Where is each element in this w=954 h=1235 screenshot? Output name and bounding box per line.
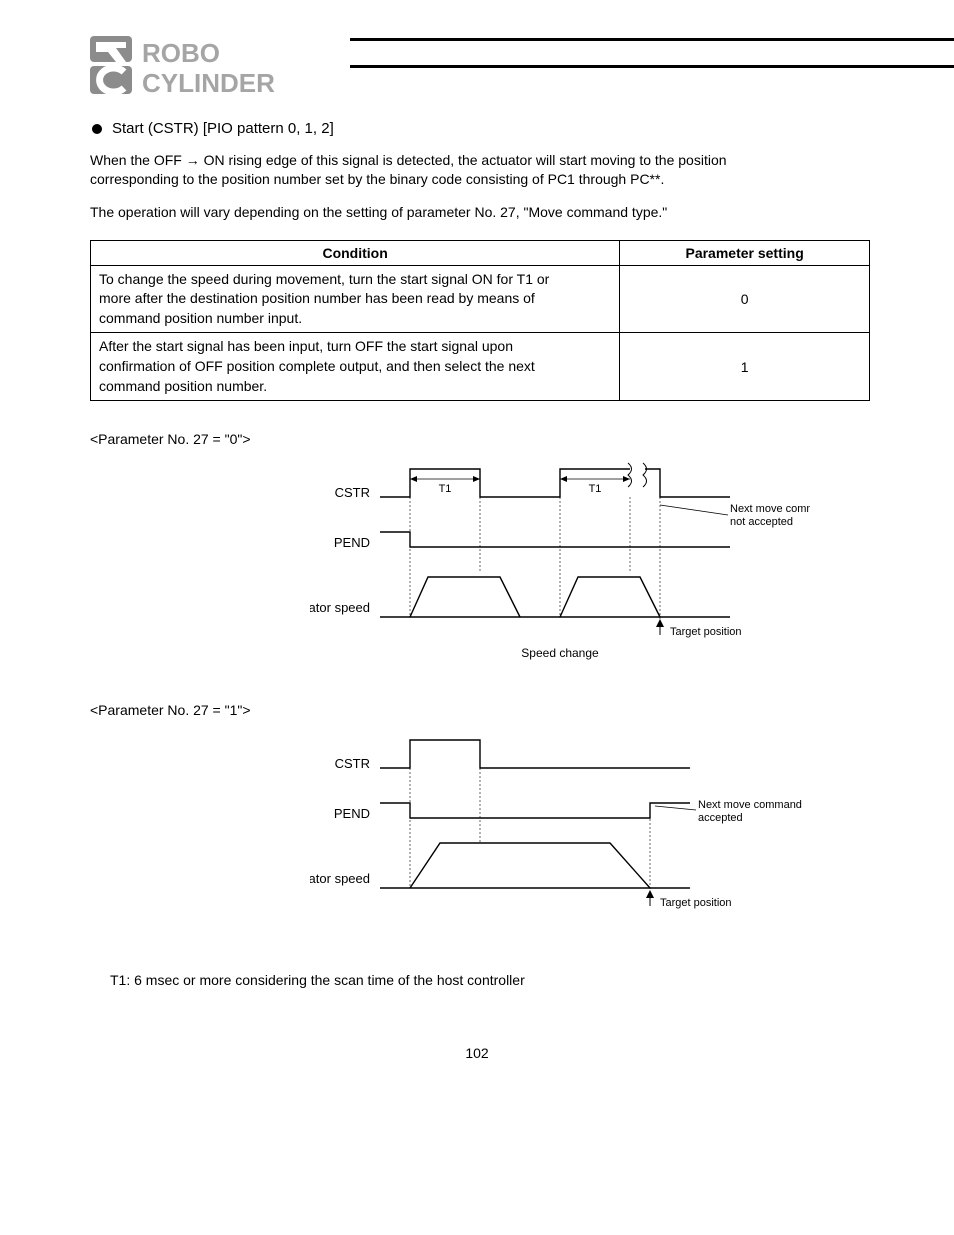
- cstr-wave: [380, 740, 690, 768]
- para1-line2: corresponding to the position number set…: [90, 171, 664, 187]
- cell-setting: 0: [620, 265, 870, 333]
- section-title: Start (CSTR) [PIO pattern 0, 1, 2]: [112, 120, 334, 137]
- cell: confirmation of OFF position complete ou…: [99, 357, 611, 377]
- speed-trap: [410, 843, 650, 888]
- svg-text:ROBO: ROBO: [142, 38, 220, 68]
- cell: After the start signal has been input, t…: [99, 337, 611, 357]
- logo-rule-lines: [350, 38, 954, 68]
- label-pend: PEND: [334, 806, 370, 821]
- target-pos-label: Target position: [670, 626, 742, 638]
- svg-text:CYLINDER: CYLINDER: [142, 68, 275, 98]
- bullet-icon: [92, 124, 102, 134]
- table-row: After the start signal has been input, t…: [91, 333, 870, 401]
- speed-change-label: Speed change: [521, 646, 599, 660]
- speed-trap-1: [410, 577, 520, 617]
- next-cmd-line2: accepted: [698, 812, 743, 824]
- logo: ROBO CYLINDER: [90, 30, 884, 100]
- paragraph-2: The operation will vary depending on the…: [90, 203, 874, 222]
- t1-label-b: T1: [589, 483, 602, 495]
- label-speed: Actuator speed: [310, 871, 370, 886]
- timing-diagram-2: CSTR PEND Actuator speed Target position…: [310, 728, 884, 963]
- case1-label: <Parameter No. 27 = "0">: [90, 431, 884, 447]
- cell: To change the speed during movement, tur…: [99, 270, 611, 290]
- paragraph-1: When the OFF → ON rising edge of this si…: [90, 151, 874, 189]
- para1-line1: When the OFF → ON rising edge of this si…: [90, 152, 727, 168]
- next-cmd-line1: Next move command: [730, 503, 810, 515]
- cell-setting: 1: [620, 333, 870, 401]
- target-pos-label: Target position: [660, 897, 732, 909]
- label-speed: Actuator speed: [310, 600, 370, 615]
- t1-note: T1: 6 msec or more considering the scan …: [110, 971, 874, 990]
- th-condition: Condition: [91, 240, 620, 265]
- page-number: 102: [70, 1045, 884, 1061]
- pend-wave: [380, 532, 730, 547]
- label-pend: PEND: [334, 535, 370, 550]
- cell: command position number input.: [99, 309, 611, 329]
- case2-label: <Parameter No. 27 = "1">: [90, 702, 884, 718]
- th-setting: Parameter setting: [620, 240, 870, 265]
- label-cstr: CSTR: [335, 485, 370, 500]
- t1-label-a: T1: [439, 483, 452, 495]
- table-row: To change the speed during movement, tur…: [91, 265, 870, 333]
- cell: more after the destination position numb…: [99, 289, 611, 309]
- pend-wave: [380, 803, 690, 818]
- cstr-wave: [380, 469, 730, 497]
- label-cstr: CSTR: [335, 756, 370, 771]
- cell: command position number.: [99, 377, 611, 397]
- next-cmd-line2: not accepted: [730, 516, 793, 528]
- next-cmd-line1: Next move command: [698, 799, 802, 811]
- timing-diagram-1: CSTR PEND Actuator speed T1 T1: [310, 457, 884, 692]
- condition-table: Condition Parameter setting To change th…: [90, 240, 870, 402]
- speed-trap-2: [560, 577, 660, 617]
